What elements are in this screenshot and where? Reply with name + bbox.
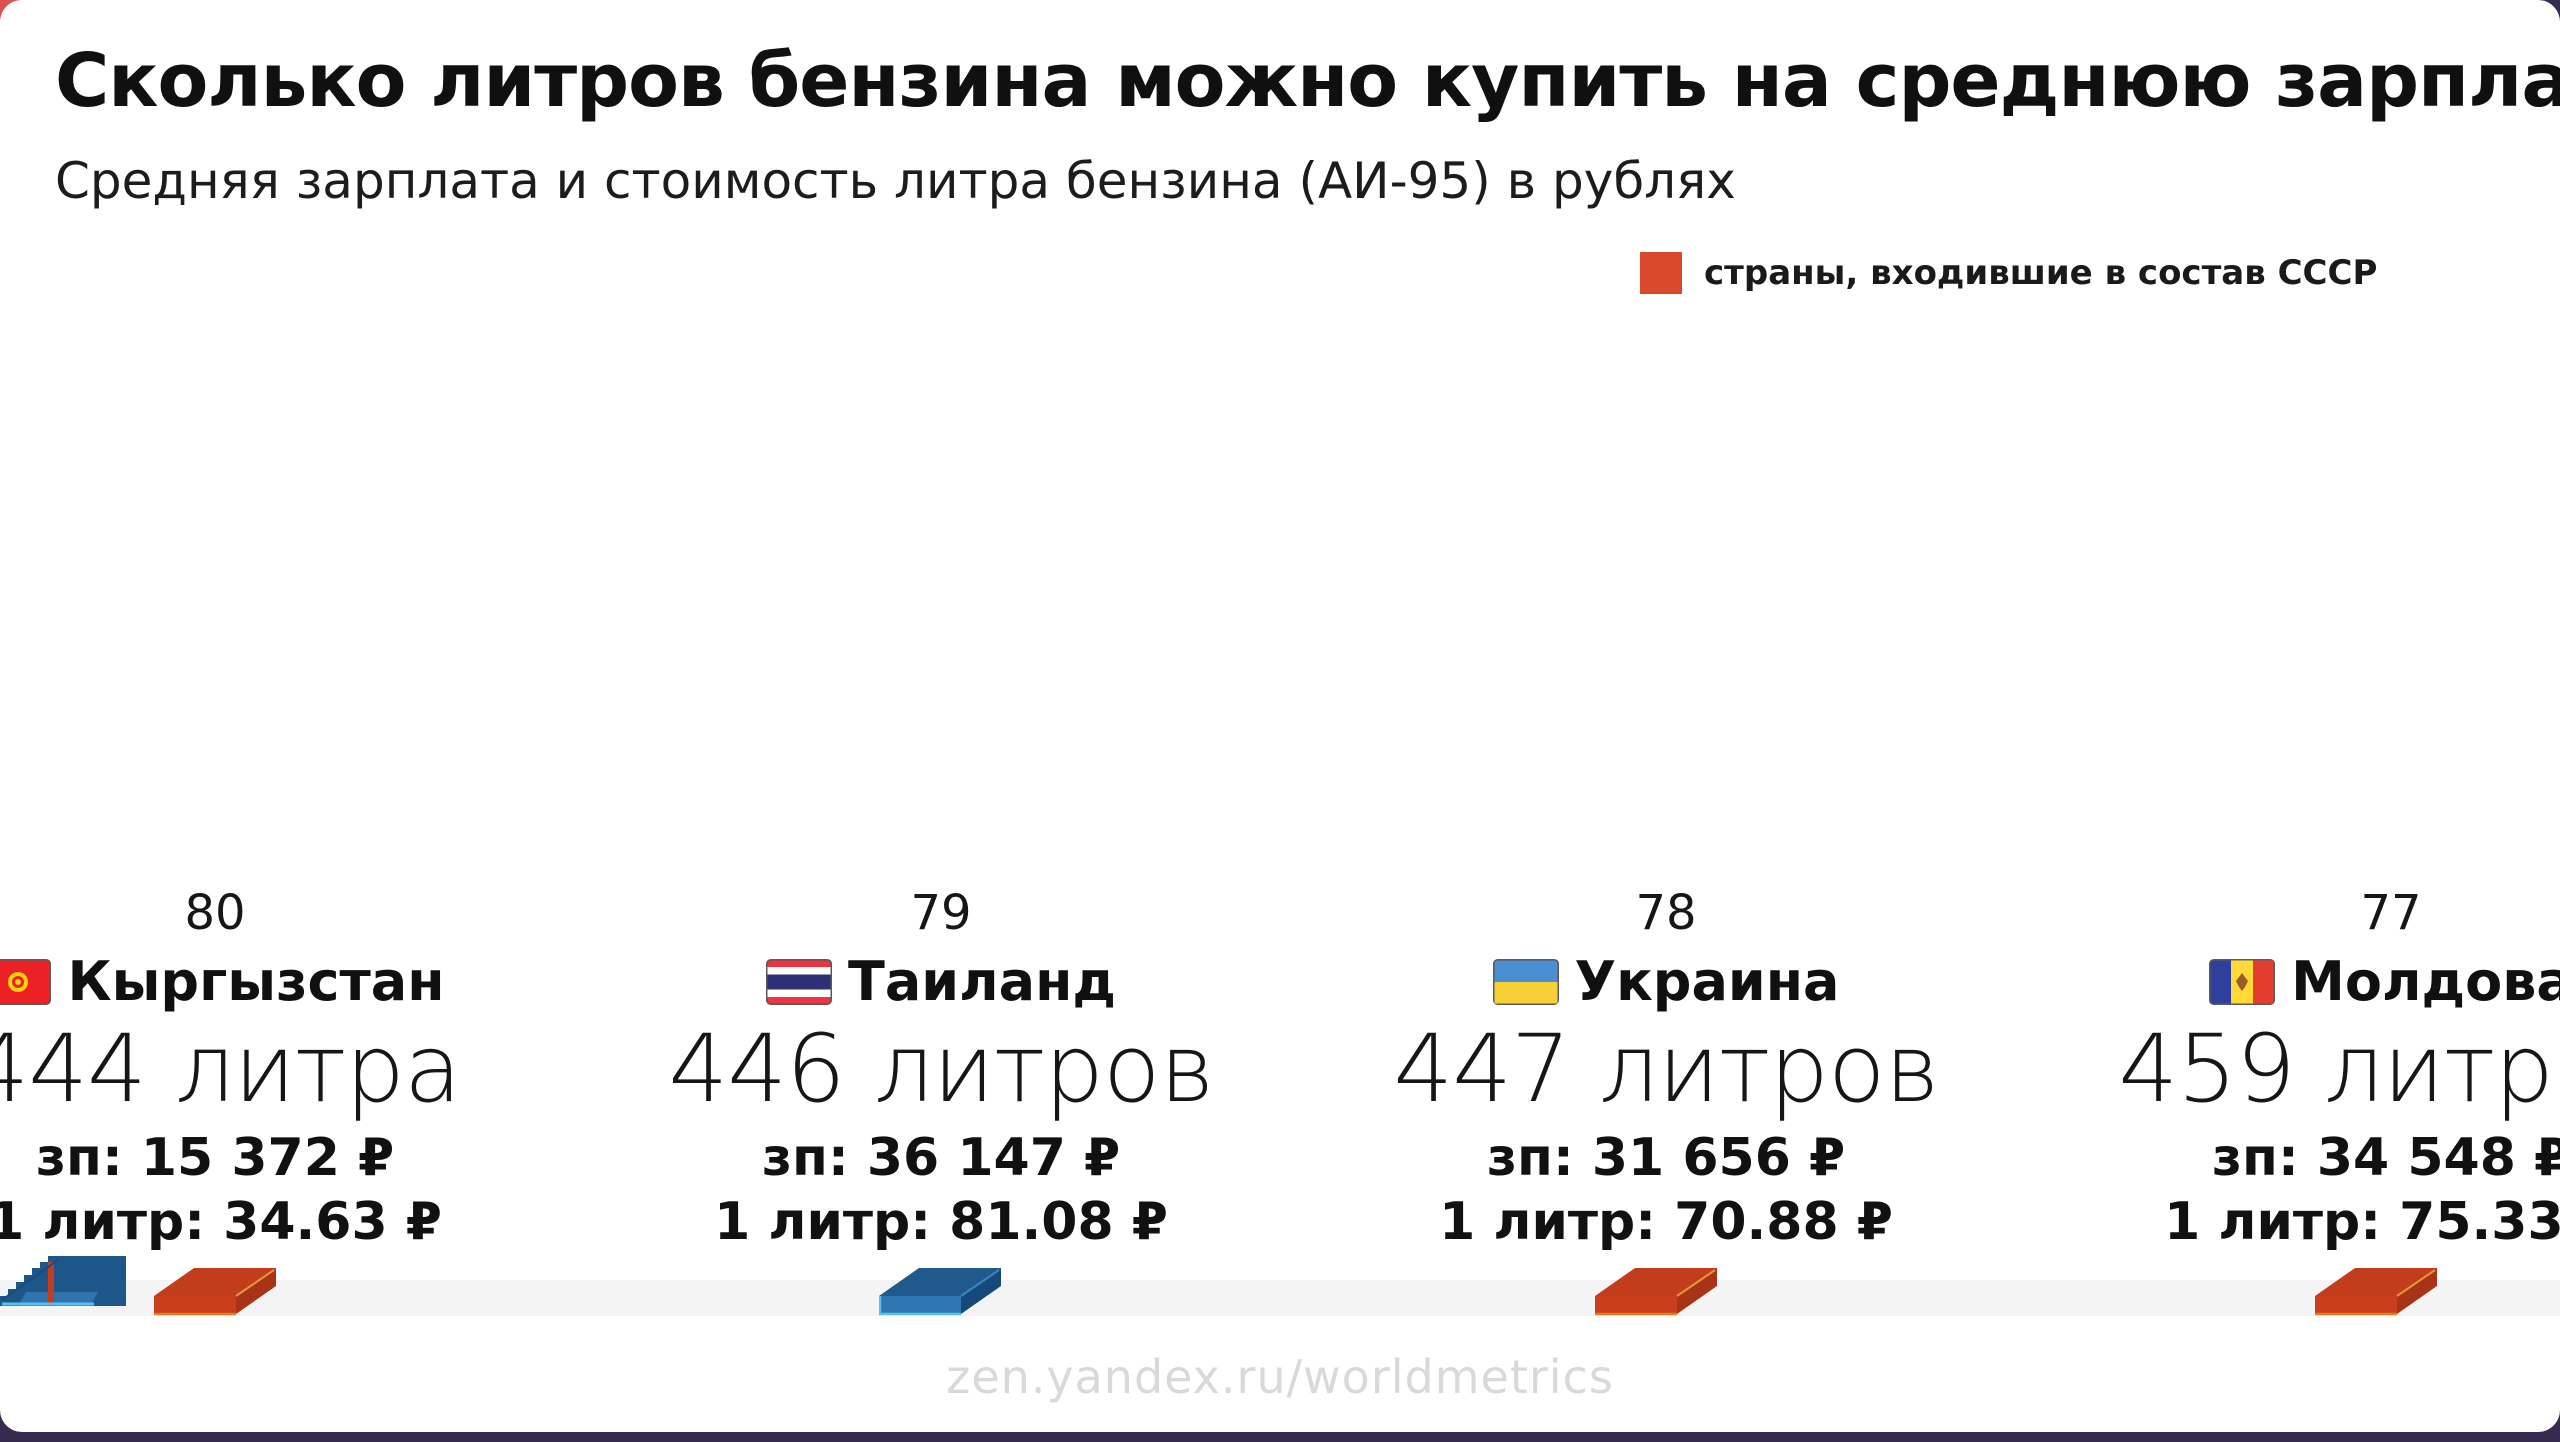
salary-value: зп: 31 656 ₽ [1486, 1128, 1846, 1188]
thailand-flag-icon [765, 959, 832, 1005]
rank-number: 80 [184, 885, 246, 941]
cutoff-bar-decoration [0, 1256, 126, 1306]
price-per-liter-value: 1 литр: 75.33 ₽ [2164, 1192, 2560, 1252]
country-name: Украина [1574, 950, 1840, 1013]
salary-value: зп: 34 548 ₽ [2211, 1128, 2560, 1188]
country-column-kyrgyzstan: 80 Кыргызстан 444 литра зп: 15 372 ₽ 1 л… [0, 888, 578, 1252]
country-name: Кыргызстан [67, 950, 445, 1013]
ukraine-flag-icon [1492, 959, 1559, 1005]
country-column-moldova: 77 Молдова 459 литров зп: 34 548 ₽ 1 лит… [2028, 888, 2560, 1252]
legend-label: страны, входившие в состав СССР [1704, 253, 2378, 293]
country-name-row: Таиланд [578, 954, 1304, 1010]
country-name: Молдова [2291, 950, 2560, 1013]
country-column-ukraine: 78 Украина 447 литров зп: 31 656 ₽ 1 лит… [1303, 888, 2029, 1252]
legend-swatch-icon [1640, 252, 1682, 294]
price-per-liter-value: 1 литр: 70.88 ₽ [1439, 1192, 1893, 1252]
kyrgyzstan-flag-icon [0, 959, 52, 1005]
salary-value: зп: 36 147 ₽ [761, 1128, 1121, 1188]
page-title: Сколько литров бензина можно купить на с… [55, 38, 2560, 124]
page-subtitle: Средняя зарплата и стоимость литра бензи… [55, 152, 1736, 210]
rank-number: 77 [2360, 885, 2422, 941]
country-column-thailand: 79 Таиланд 446 литров зп: 36 147 ₽ 1 лит… [578, 888, 1304, 1252]
liters-value: 444 литра [0, 1015, 462, 1124]
country-name: Таиланд [847, 950, 1117, 1013]
country-name-row: Украина [1303, 954, 2029, 1010]
liters-value: 459 литров [2118, 1015, 2560, 1124]
price-per-liter-value: 1 литр: 81.08 ₽ [714, 1192, 1168, 1252]
country-name-row: Молдова [2028, 954, 2560, 1010]
country-name-row: Кыргызстан [0, 954, 578, 1010]
source-url: zen.yandex.ru/worldmetrics [946, 1350, 1614, 1404]
moldova-flag-icon [2209, 959, 2276, 1005]
salary-value: зп: 15 372 ₽ [35, 1128, 395, 1188]
liters-value: 447 литров [1393, 1015, 1939, 1124]
ground-strip [0, 1280, 2560, 1316]
legend: страны, входившие в состав СССР [1640, 252, 2377, 294]
liters-value: 446 литров [668, 1015, 1214, 1124]
rank-number: 79 [910, 885, 972, 941]
rank-number: 78 [1635, 885, 1697, 941]
price-per-liter-value: 1 литр: 34.63 ₽ [0, 1192, 442, 1252]
